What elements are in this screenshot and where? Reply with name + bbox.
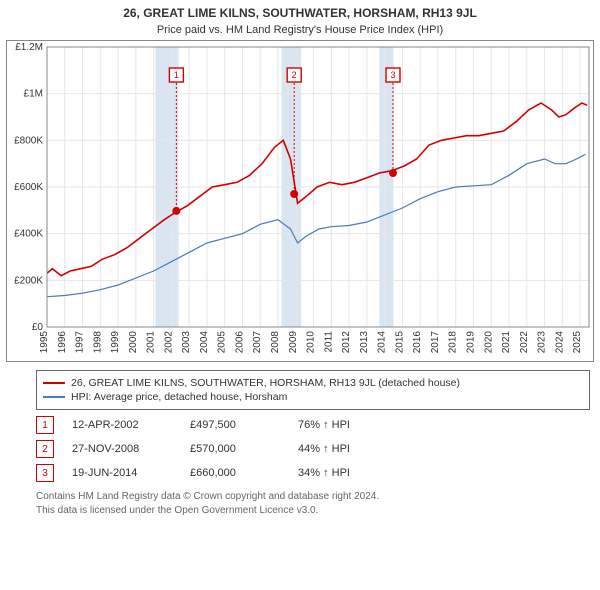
sale-row: 2 27-NOV-2008 £570,000 44% ↑ HPI — [36, 440, 590, 458]
legend-item: HPI: Average price, detached house, Hors… — [43, 391, 583, 403]
svg-text:£800K: £800K — [14, 135, 43, 146]
series-hpi — [47, 154, 585, 296]
svg-text:2024: 2024 — [554, 331, 565, 354]
footer-line-2: This data is licensed under the Open Gov… — [36, 504, 590, 518]
svg-text:2020: 2020 — [483, 331, 494, 354]
svg-text:2023: 2023 — [537, 331, 548, 354]
svg-text:£1.2M: £1.2M — [15, 42, 43, 53]
chart-subtitle: Price paid vs. HM Land Registry's House … — [0, 24, 600, 36]
sale-diff: 76% ↑ HPI — [298, 419, 350, 431]
svg-text:£400K: £400K — [14, 229, 43, 240]
svg-text:2018: 2018 — [448, 331, 459, 354]
svg-text:2014: 2014 — [377, 331, 388, 354]
sale-index-box: 1 — [36, 416, 54, 434]
svg-text:2000: 2000 — [128, 331, 139, 354]
svg-text:2002: 2002 — [163, 331, 174, 354]
svg-text:2001: 2001 — [146, 331, 157, 354]
sale-dot-2 — [290, 190, 298, 198]
legend-item: 26, GREAT LIME KILNS, SOUTHWATER, HORSHA… — [43, 377, 583, 389]
svg-text:£600K: £600K — [14, 182, 43, 193]
svg-text:2015: 2015 — [394, 331, 405, 354]
legend-swatch — [43, 396, 65, 398]
sale-date: 12-APR-2002 — [72, 419, 172, 431]
legend-label: HPI: Average price, detached house, Hors… — [71, 391, 287, 403]
svg-text:2022: 2022 — [519, 331, 530, 354]
svg-text:2003: 2003 — [181, 331, 192, 354]
sale-index-box: 3 — [36, 464, 54, 482]
svg-text:£1M: £1M — [24, 89, 43, 100]
sale-row: 3 19-JUN-2014 £660,000 34% ↑ HPI — [36, 464, 590, 482]
svg-text:3: 3 — [390, 70, 395, 80]
svg-text:2004: 2004 — [199, 331, 210, 354]
chart-title: 26, GREAT LIME KILNS, SOUTHWATER, HORSHA… — [0, 6, 600, 20]
svg-text:2019: 2019 — [465, 331, 476, 354]
svg-text:1996: 1996 — [57, 331, 68, 354]
sale-dot-1 — [172, 207, 180, 215]
svg-text:1995: 1995 — [39, 331, 50, 354]
sale-dot-3 — [389, 169, 397, 177]
svg-text:2005: 2005 — [217, 331, 228, 354]
svg-text:1998: 1998 — [92, 331, 103, 354]
sale-date: 27-NOV-2008 — [72, 443, 172, 455]
sale-price: £570,000 — [190, 443, 280, 455]
sale-row: 1 12-APR-2002 £497,500 76% ↑ HPI — [36, 416, 590, 434]
svg-text:2009: 2009 — [288, 331, 299, 354]
footer: Contains HM Land Registry data © Crown c… — [36, 490, 590, 517]
sale-date: 19-JUN-2014 — [72, 467, 172, 479]
svg-text:2025: 2025 — [572, 331, 583, 354]
svg-text:£200K: £200K — [14, 275, 43, 286]
legend: 26, GREAT LIME KILNS, SOUTHWATER, HORSHA… — [36, 370, 590, 410]
sale-price: £660,000 — [190, 467, 280, 479]
svg-text:2008: 2008 — [270, 331, 281, 354]
svg-text:2012: 2012 — [341, 331, 352, 354]
svg-text:2006: 2006 — [234, 331, 245, 354]
svg-text:1: 1 — [174, 70, 179, 80]
legend-swatch — [43, 382, 65, 384]
sale-diff: 44% ↑ HPI — [298, 443, 350, 455]
svg-text:2010: 2010 — [306, 331, 317, 354]
legend-label: 26, GREAT LIME KILNS, SOUTHWATER, HORSHA… — [71, 377, 460, 389]
sale-diff: 34% ↑ HPI — [298, 467, 350, 479]
sales-table: 1 12-APR-2002 £497,500 76% ↑ HPI 2 27-NOV-200… — [36, 416, 590, 482]
svg-text:1999: 1999 — [110, 331, 121, 354]
sale-price: £497,500 — [190, 419, 280, 431]
svg-text:2017: 2017 — [430, 331, 441, 354]
price-chart: £0£200K£400K£600K£800K£1M£1.2M1995199619… — [6, 40, 594, 362]
footer-line-1: Contains HM Land Registry data © Crown c… — [36, 490, 590, 504]
svg-text:1997: 1997 — [75, 331, 86, 354]
series-property — [47, 103, 587, 276]
sale-index-box: 2 — [36, 440, 54, 458]
svg-text:2016: 2016 — [412, 331, 423, 354]
svg-text:2: 2 — [292, 70, 297, 80]
svg-text:2021: 2021 — [501, 331, 512, 354]
svg-text:2013: 2013 — [359, 331, 370, 354]
svg-text:2007: 2007 — [252, 331, 263, 354]
svg-text:2011: 2011 — [323, 331, 334, 353]
page: 26, GREAT LIME KILNS, SOUTHWATER, HORSHA… — [0, 0, 600, 590]
